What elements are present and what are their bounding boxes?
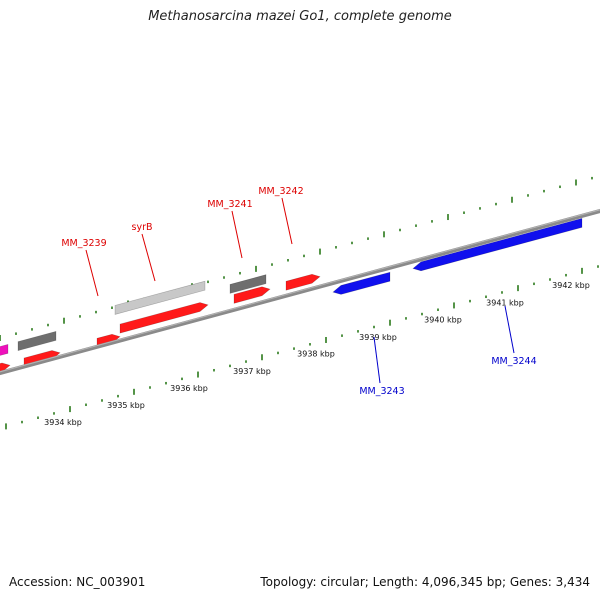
scale-label: 3939 kbp [359,333,397,342]
gene-label[interactable]: syrB [132,222,153,233]
gene-leader-line [85,249,99,297]
scale-label: 3935 kbp [107,401,145,410]
gene-leader-line [504,305,515,354]
gene-leader-line [141,233,156,282]
feature-gray-1 [17,330,57,352]
gene-leader-line [231,210,243,259]
feature-blue-MM_3243 [332,271,391,295]
gene-label[interactable]: MM_3239 [61,238,106,249]
gene-label[interactable]: MM_3241 [207,199,252,210]
gene-label[interactable]: MM_3242 [258,186,303,197]
gene-label[interactable]: MM_3243 [359,386,404,397]
gene-leader-line [281,197,293,245]
scale-label: 3941 kbp [486,299,524,308]
feature-gray-2 [229,274,267,294]
scale-label: 3940 kbp [424,315,462,324]
feature-red-1 [0,362,11,373]
feature-syrB-gray [114,280,206,315]
feature-blue-MM_3244 [412,217,583,272]
genome-summary: Topology: circular; Length: 4,096,345 bp… [260,575,590,589]
scale-labels: 3934 kbp 3935 kbp 3936 kbp 3937 kbp 3938 kbp… [44,281,590,427]
gene-leader-line [373,336,381,384]
scale-label: 3942 kbp [552,281,590,290]
gene-features [0,217,583,373]
gene-labels: MM_3239 syrB MM_3241 MM_3242 MM_3243 MM_3244 [61,186,536,397]
gene-label[interactable]: MM_3244 [491,356,536,367]
scale-label: 3937 kbp [233,367,271,376]
scale-label: 3934 kbp [44,418,82,427]
feature-magenta [0,343,9,356]
map-title: Methanosarcina mazei Go1, complete genom… [148,9,452,24]
accession-text: Accession: NC_003901 [9,575,146,589]
feature-red-MM_3241 [233,286,271,304]
scale-label: 3938 kbp [297,350,335,359]
feature-red-syrB [119,302,209,334]
lower-tick-track [5,265,599,430]
genome-backbone [0,208,600,376]
scale-label: 3936 kbp [170,384,208,393]
feature-red-MM_3242 [285,273,321,291]
backbone-highlight [0,209,600,373]
